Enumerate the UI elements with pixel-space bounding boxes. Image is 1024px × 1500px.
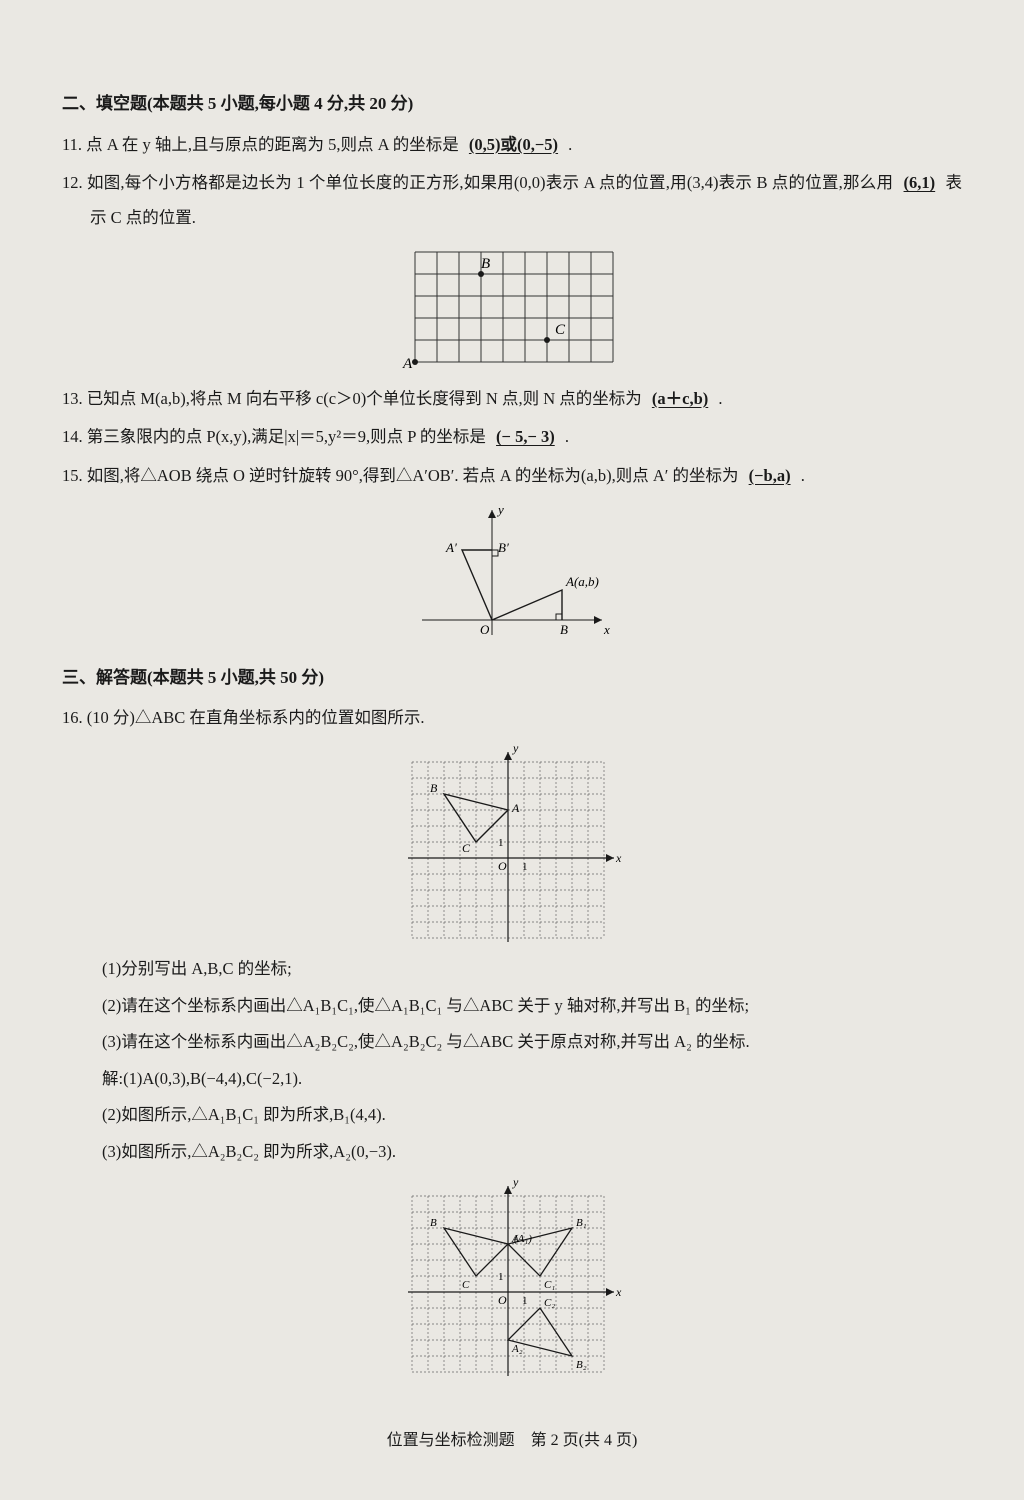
- q14-text-a: 第三象限内的点 P(x,y),满足|x|＝5,y²＝9,则点 P 的坐标是: [87, 427, 486, 446]
- svg-text:y: y: [496, 502, 504, 517]
- svg-text:x: x: [615, 1285, 622, 1299]
- q16-s1: 解:(1)A(0,3),B(−4,4),C(−2,1).: [62, 1062, 962, 1097]
- q13-num: 13.: [62, 389, 83, 408]
- svg-text:A′: A′: [445, 540, 457, 555]
- q16-p1: (1)分别写出 A,B,C 的坐标;: [62, 952, 962, 987]
- q16: 16. (10 分)△ABC 在直角坐标系内的位置如图所示.: [62, 701, 962, 736]
- section2-title: 二、填空题(本题共 5 小题,每小题 4 分,共 20 分): [62, 86, 962, 122]
- q16-s3: (3)如图所示,△A₂B₂C₂ 即为所求,A₂(0,−3).: [62, 1135, 962, 1170]
- svg-text:B: B: [481, 256, 490, 272]
- svg-text:O: O: [498, 859, 507, 873]
- q11-num: 11.: [62, 135, 82, 154]
- fig15-svg: A(a,b) B A′ B′ Ox y: [402, 500, 622, 650]
- q14: 14. 第三象限内的点 P(x,y),满足|x|＝5,y²＝9,则点 P 的坐标…: [62, 420, 962, 455]
- q15-text-b: .: [801, 466, 805, 485]
- svg-text:(A₁): (A₁): [514, 1233, 532, 1245]
- svg-text:C: C: [462, 1279, 470, 1291]
- svg-text:B: B: [430, 1217, 437, 1229]
- q13-answer: (a＋c,b): [646, 389, 714, 408]
- svg-text:B₁: B₁: [576, 1217, 587, 1229]
- svg-text:B: B: [560, 622, 568, 637]
- q15-num: 15.: [62, 466, 83, 485]
- fig-q16b: O11xyABC(A₁)B₁C₁A₂B₂C₂: [62, 1176, 962, 1376]
- svg-text:y: y: [512, 1176, 519, 1189]
- page-footer: 位置与坐标检测题 第 2 页(共 4 页): [0, 1426, 1024, 1450]
- q15-text-a: 如图,将△AOB 绕点 O 逆时针旋转 90°,得到△A′OB′. 若点 A 的…: [87, 466, 739, 485]
- svg-text:C: C: [462, 841, 471, 855]
- svg-text:C: C: [555, 322, 566, 338]
- q12-num: 12.: [62, 173, 83, 192]
- svg-text:O: O: [480, 622, 490, 637]
- q11-answer: (0,5)或(0,−5): [463, 135, 564, 154]
- svg-text:A(a,b): A(a,b): [565, 574, 599, 589]
- q16-p2: (2)请在这个坐标系内画出△A₁B₁C₁,使△A₁B₁C₁ 与△ABC 关于 y…: [62, 989, 962, 1024]
- fig16a-svg: O 1 1 x y A B C: [392, 742, 632, 942]
- svg-text:B: B: [430, 781, 438, 795]
- q16-text: (10 分)△ABC 在直角坐标系内的位置如图所示.: [87, 708, 425, 727]
- svg-text:A₂: A₂: [511, 1343, 523, 1355]
- q16-s2: (2)如图所示,△A₁B₁C₁ 即为所求,B₁(4,4).: [62, 1098, 962, 1133]
- svg-text:1: 1: [522, 861, 528, 873]
- q11-text-b: .: [568, 135, 572, 154]
- svg-text:x: x: [615, 851, 622, 865]
- q11-text-a: 点 A 在 y 轴上,且与原点的距离为 5,则点 A 的坐标是: [86, 135, 459, 154]
- q12-answer: (6,1): [898, 173, 942, 192]
- svg-text:C₁: C₁: [544, 1279, 555, 1291]
- svg-text:1: 1: [498, 1271, 504, 1283]
- svg-text:1: 1: [498, 837, 504, 849]
- svg-text:A: A: [402, 356, 413, 372]
- exam-page: 二、填空题(本题共 5 小题,每小题 4 分,共 20 分) 11. 点 A 在…: [0, 0, 1024, 1426]
- q13-text-b: .: [718, 389, 722, 408]
- q11: 11. 点 A 在 y 轴上,且与原点的距离为 5,则点 A 的坐标是 (0,5…: [62, 128, 962, 163]
- q16-num: 16.: [62, 708, 83, 727]
- q14-num: 14.: [62, 427, 83, 446]
- q12: 12. 如图,每个小方格都是边长为 1 个单位长度的正方形,如果用(0,0)表示…: [62, 166, 962, 235]
- svg-text:1: 1: [522, 1295, 528, 1307]
- svg-text:A: A: [511, 801, 520, 815]
- svg-text:B₂: B₂: [576, 1359, 587, 1371]
- q16-p3: (3)请在这个坐标系内画出△A₂B₂C₂,使△A₂B₂C₂ 与△ABC 关于原点…: [62, 1025, 962, 1060]
- q13: 13. 已知点 M(a,b),将点 M 向右平移 c(c＞0)个单位长度得到 N…: [62, 382, 962, 417]
- q12-text-a: 如图,每个小方格都是边长为 1 个单位长度的正方形,如果用(0,0)表示 A 点…: [87, 173, 893, 192]
- fig16b-svg: O11xyABC(A₁)B₁C₁A₂B₂C₂: [392, 1176, 632, 1376]
- q15-answer: (−b,a): [743, 466, 797, 485]
- svg-text:y: y: [512, 742, 519, 755]
- q13-text-a: 已知点 M(a,b),将点 M 向右平移 c(c＞0)个单位长度得到 N 点,则…: [87, 389, 642, 408]
- svg-text:C₂: C₂: [544, 1297, 555, 1309]
- fig12-svg: A B C: [397, 242, 627, 372]
- section3-title: 三、解答题(本题共 5 小题,共 50 分): [62, 660, 962, 696]
- fig-q15: A(a,b) B A′ B′ Ox y: [62, 500, 962, 650]
- svg-text:x: x: [603, 622, 610, 637]
- q14-text-b: .: [565, 427, 569, 446]
- svg-text:B′: B′: [498, 540, 509, 555]
- svg-text:O: O: [498, 1293, 507, 1307]
- fig-q16a: O 1 1 x y A B C: [62, 742, 962, 942]
- fig-q12: A B C: [62, 242, 962, 372]
- q15: 15. 如图,将△AOB 绕点 O 逆时针旋转 90°,得到△A′OB′. 若点…: [62, 459, 962, 494]
- q14-answer: (− 5,− 3): [490, 427, 561, 446]
